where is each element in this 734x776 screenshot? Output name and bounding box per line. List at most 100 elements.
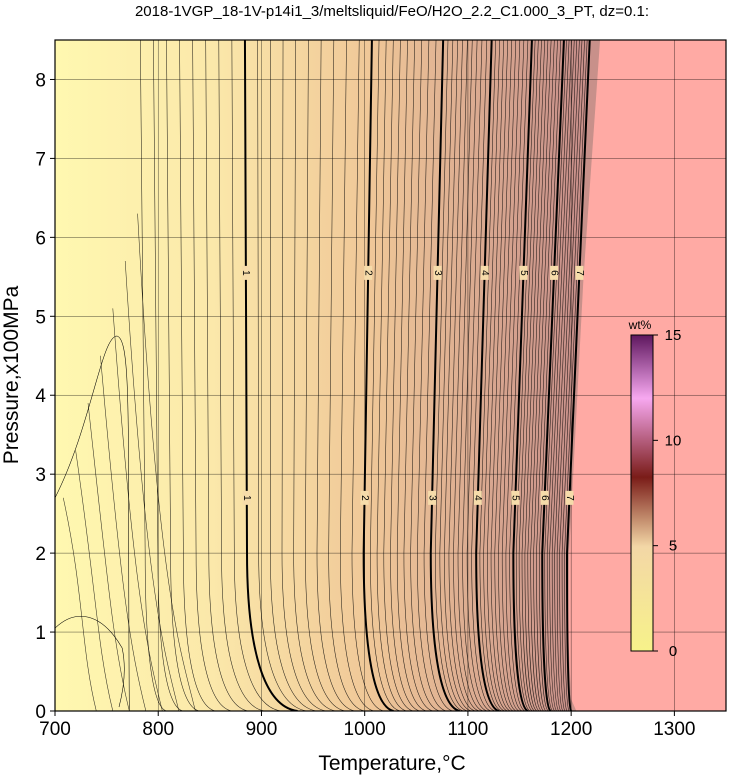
x-tick-label: 1200 bbox=[550, 719, 592, 740]
minor-contour-line bbox=[453, 40, 480, 711]
major-contour-line bbox=[566, 40, 591, 711]
minor-contour-line bbox=[490, 40, 511, 711]
contour-label-background bbox=[364, 265, 373, 280]
contour-label: 2 bbox=[359, 495, 370, 501]
minor-contour-line bbox=[403, 40, 434, 711]
minor-contour-line bbox=[466, 40, 492, 711]
minor-contour-line bbox=[521, 40, 542, 711]
plot-area: 1 1 2 2 3 3 4 4 5 5 6 6 7 7 bbox=[55, 40, 726, 711]
contour-label-background bbox=[565, 490, 574, 505]
minor-contour-line bbox=[487, 40, 508, 711]
minor-contour-line bbox=[257, 40, 308, 711]
minor-contour-line bbox=[546, 40, 570, 711]
colorbar-tick-label: 10 bbox=[665, 432, 682, 449]
minor-contour-line bbox=[316, 40, 356, 711]
minor-contour-line bbox=[551, 40, 575, 711]
low-temperature-contours bbox=[55, 213, 196, 711]
minor-contour-line bbox=[457, 40, 484, 711]
minor-contour-line bbox=[179, 40, 216, 711]
minor-contour-line bbox=[527, 40, 549, 711]
minor-contour-line bbox=[439, 40, 468, 711]
colorbar-label: wt% bbox=[628, 318, 652, 332]
minor-contour-line bbox=[494, 40, 514, 711]
minor-contour-line bbox=[518, 40, 539, 711]
contour-label: 7 bbox=[564, 495, 575, 501]
contour-label-background bbox=[511, 490, 520, 505]
contour-label-background bbox=[480, 265, 489, 280]
x-tick-label: 1000 bbox=[344, 719, 386, 740]
minor-contour-line bbox=[340, 40, 375, 711]
minor-contour-line bbox=[192, 40, 233, 711]
contour-label-background bbox=[519, 265, 528, 280]
minor-contour-line bbox=[166, 40, 200, 711]
minor-contour-line bbox=[536, 40, 558, 711]
minor-contour-line bbox=[564, 40, 588, 711]
minor-contour-line bbox=[530, 40, 552, 711]
minor-contour-line bbox=[501, 40, 521, 711]
contour-label: 5 bbox=[518, 270, 529, 276]
minor-contour-line bbox=[396, 40, 427, 711]
x-tick-label: 700 bbox=[39, 719, 71, 740]
major-contour-line bbox=[429, 40, 460, 711]
minor-contour-line bbox=[218, 40, 265, 711]
contour-label-background bbox=[360, 490, 369, 505]
low-t-contour-line bbox=[124, 261, 180, 711]
y-tick-label: 6 bbox=[35, 228, 46, 249]
minor-contour-line bbox=[544, 40, 567, 711]
contour-label: 3 bbox=[432, 270, 443, 276]
minor-contour-line bbox=[549, 40, 572, 711]
minor-contour-line bbox=[533, 40, 555, 711]
major-contour-line bbox=[541, 40, 565, 711]
major-contour-line bbox=[512, 40, 533, 711]
y-tick-label: 1 bbox=[35, 623, 46, 644]
x-tick-label: 900 bbox=[246, 719, 278, 740]
minor-contour-line bbox=[351, 40, 385, 711]
minor-contour-line bbox=[448, 40, 476, 711]
minor-contour-line bbox=[444, 40, 472, 711]
x-tick-label: 1300 bbox=[653, 719, 695, 740]
x-axis-ticks: 700 800 900 1000 1100 1200 1300 bbox=[39, 711, 696, 740]
colorbar-gradient bbox=[630, 334, 654, 652]
minor-contour-line bbox=[505, 40, 525, 711]
y-tick-label: 7 bbox=[35, 149, 46, 170]
contour-label-background bbox=[550, 265, 559, 280]
minor-contour-line bbox=[293, 40, 337, 711]
minor-contours bbox=[140, 40, 591, 711]
contour-label-background bbox=[540, 490, 549, 505]
minor-contour-line bbox=[556, 40, 580, 711]
minor-contour-line bbox=[417, 40, 447, 711]
major-contour-line bbox=[362, 40, 394, 711]
contour-label-background bbox=[242, 490, 251, 505]
minor-contour-line bbox=[370, 40, 401, 711]
minor-contour-line bbox=[471, 40, 496, 711]
contour-label: 5 bbox=[510, 495, 521, 501]
y-tick-label: 5 bbox=[35, 307, 46, 328]
minor-contour-line bbox=[281, 40, 327, 711]
minor-contour-line bbox=[559, 40, 583, 711]
contour-label: 7 bbox=[574, 270, 585, 276]
y-tick-label: 0 bbox=[35, 702, 46, 723]
contour-label-background bbox=[575, 265, 584, 280]
minor-contour-line bbox=[561, 40, 585, 711]
major-contour-line bbox=[475, 40, 500, 711]
contour-label-background bbox=[433, 265, 442, 280]
contour-label: 1 bbox=[241, 495, 252, 501]
chart-title: 2018-1VGP_18-1V-p14i1_3/meltsliquid/FeO/… bbox=[135, 3, 649, 20]
minor-contour-line bbox=[383, 40, 414, 711]
colorbar-tick-label: 0 bbox=[669, 643, 677, 660]
minor-contour-line bbox=[498, 40, 517, 711]
y-axis-ticks: 0 1 2 3 4 5 6 7 8 bbox=[35, 70, 55, 723]
grid-lines bbox=[55, 40, 726, 711]
minor-contour-line bbox=[423, 40, 454, 711]
minor-contour-line bbox=[539, 40, 562, 711]
colorbar-ticks: 0 5 10 15 bbox=[653, 327, 681, 660]
y-tick-label: 3 bbox=[35, 465, 46, 486]
minor-contour-line bbox=[524, 40, 546, 711]
minor-contour-line bbox=[479, 40, 502, 711]
minor-contour-line bbox=[483, 40, 505, 711]
minor-contour-line bbox=[270, 40, 317, 711]
y-tick-label: 2 bbox=[35, 544, 46, 565]
y-tick-label: 4 bbox=[35, 386, 46, 407]
colorbar: wt% 0 5 10 15 bbox=[628, 318, 682, 660]
